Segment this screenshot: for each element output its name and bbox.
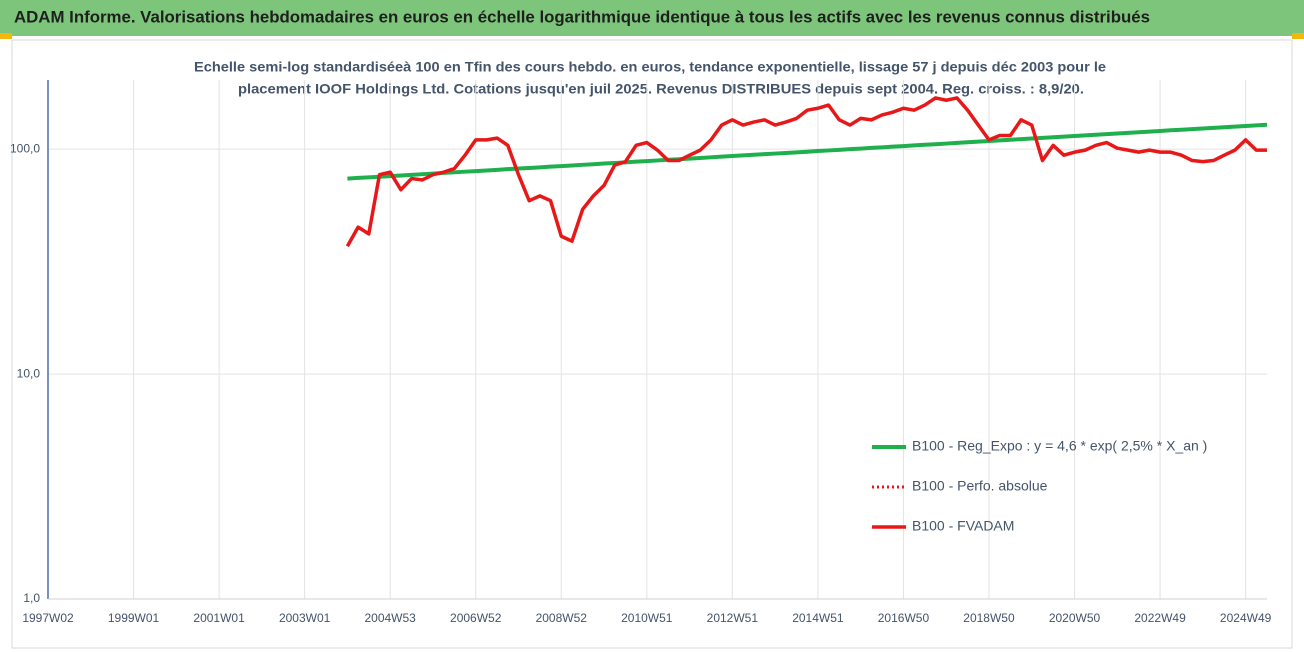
x-tick-label: 2022W49	[1134, 611, 1186, 625]
x-tick-label: 2001W01	[193, 611, 245, 625]
title-bar	[0, 0, 1304, 36]
y-tick-label: 100,0	[10, 141, 40, 155]
y-tick-label: 10,0	[17, 366, 41, 380]
legend-label: B100 - Perfo. absolue	[912, 478, 1048, 494]
x-tick-label: 2012W51	[707, 611, 759, 625]
series-line	[345, 96, 1267, 248]
x-tick-label: 2014W51	[792, 611, 844, 625]
x-tick-label: 2016W50	[878, 611, 930, 625]
chart-title: ADAM Informe. Valorisations hebdomadaire…	[14, 7, 1150, 26]
x-tick-label: 1997W02	[22, 611, 74, 625]
x-tick-label: 2018W50	[963, 611, 1015, 625]
series-line	[347, 122, 1268, 181]
legend-label: B100 - Reg_Expo : y = 4,6 * exp( 2,5% * …	[912, 438, 1207, 454]
corner-mark	[0, 33, 12, 39]
legend-label: B100 - FVADAM	[912, 518, 1014, 534]
corner-mark	[1292, 33, 1304, 39]
x-tick-label: 2024W49	[1220, 611, 1272, 625]
x-tick-label: 2003W01	[279, 611, 331, 625]
x-tick-label: 2004W53	[364, 611, 416, 625]
x-tick-label: 2008W52	[536, 611, 588, 625]
x-tick-label: 2020W50	[1049, 611, 1101, 625]
x-tick-label: 1999W01	[108, 611, 160, 625]
subtitle: placement IOOF Holdings Ltd. Cotations j…	[238, 81, 1084, 97]
plot-frame	[11, 39, 1293, 649]
x-tick-label: 2010W51	[621, 611, 673, 625]
y-tick-label: 1,0	[23, 591, 40, 605]
subtitle: Echelle semi-log standardiséeà 100 en Tf…	[194, 59, 1106, 75]
x-tick-label: 2006W52	[450, 611, 502, 625]
